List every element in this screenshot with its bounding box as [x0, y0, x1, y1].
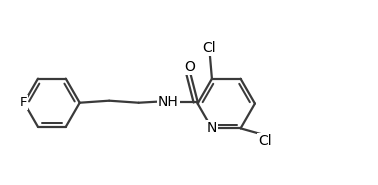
Text: O: O — [184, 60, 195, 74]
Text: Cl: Cl — [202, 41, 216, 55]
Text: Cl: Cl — [258, 134, 272, 149]
Text: N: N — [207, 121, 217, 135]
Text: NH: NH — [158, 95, 178, 109]
Text: F: F — [19, 96, 27, 109]
